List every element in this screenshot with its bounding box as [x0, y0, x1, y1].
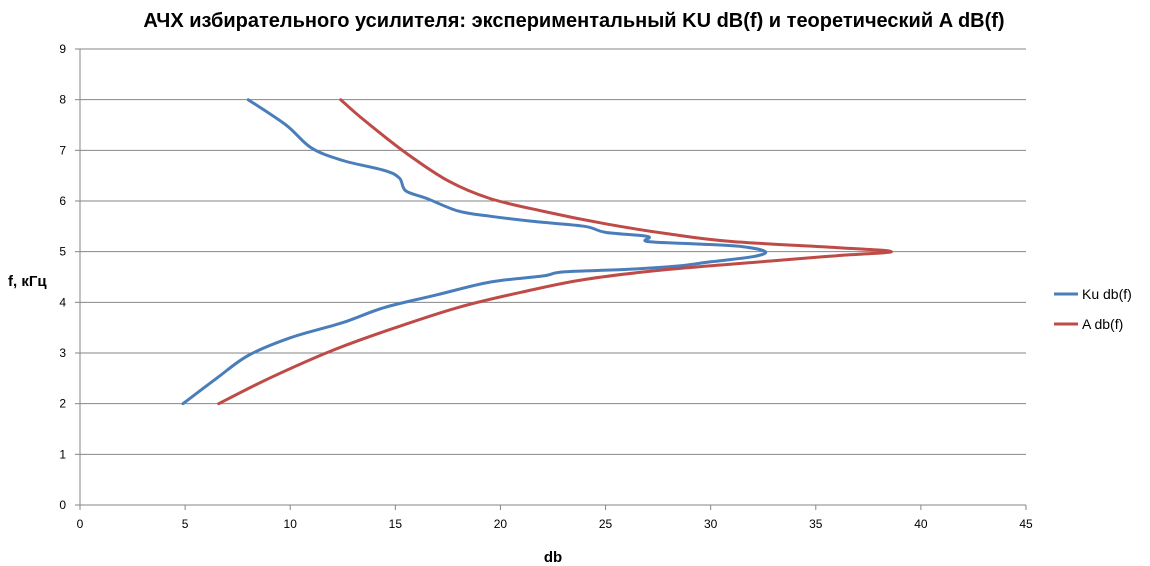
y-tick-label: 4	[59, 295, 66, 309]
y-tick-label: 2	[59, 397, 66, 411]
series-line-ku-db-f	[181, 98, 768, 406]
y-axis-ticks: 0 1 2 3 4 5 6 7 8 9	[59, 42, 80, 512]
y-tick-label: 3	[59, 346, 66, 360]
x-tick-label: 10	[284, 517, 298, 531]
x-tick-label: 25	[599, 517, 613, 531]
x-tick-label: 45	[1019, 517, 1033, 531]
y-tick-label: 8	[59, 93, 66, 107]
series-line-a-db-f	[217, 98, 893, 406]
x-tick-label: 20	[494, 517, 508, 531]
x-tick-label: 15	[389, 517, 403, 531]
y-tick-label: 5	[59, 245, 66, 259]
chart-title: АЧХ избирательного усилителя: эксперимен…	[143, 10, 1004, 32]
legend-label-ku-db-f: Ku db(f)	[1082, 286, 1132, 302]
x-tick-label: 35	[809, 517, 823, 531]
y-tick-label: 1	[59, 447, 66, 461]
x-tick-label: 5	[182, 517, 189, 531]
x-axis-ticks: 0 5 10 15 20 25 30 35 40 45	[77, 505, 1033, 531]
x-tick-label: 30	[704, 517, 718, 531]
y-tick-label: 0	[59, 498, 66, 512]
series-lines	[181, 98, 893, 406]
gridlines	[80, 48, 1026, 455]
legend-label-a-db-f: A db(f)	[1082, 316, 1123, 332]
y-axis-title: f, кГц	[8, 273, 47, 290]
axes	[79, 49, 1026, 506]
y-tick-label: 9	[59, 42, 66, 56]
x-tick-label: 40	[914, 517, 928, 531]
y-tick-label: 6	[59, 194, 66, 208]
legend: Ku db(f) A db(f)	[1054, 286, 1132, 332]
y-tick-label: 7	[59, 143, 66, 157]
x-tick-label: 0	[77, 517, 84, 531]
x-axis-title: db	[544, 549, 562, 566]
